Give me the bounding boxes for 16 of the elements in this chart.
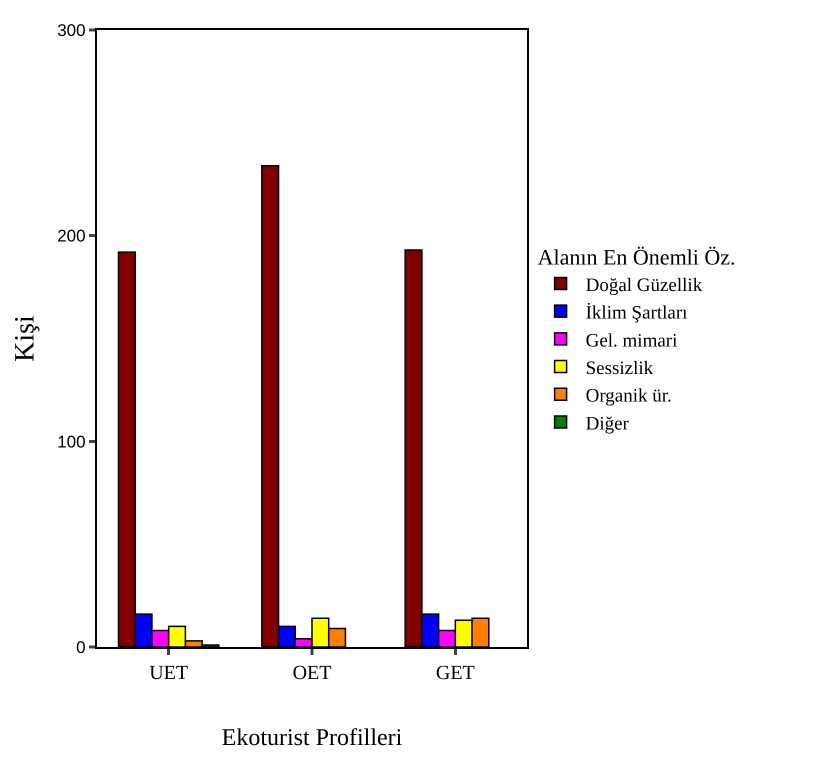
legend-label: Diğer: [586, 413, 630, 434]
x-tick-label: OET: [292, 662, 332, 684]
legend-label: Doğal Güzellik: [586, 274, 703, 296]
x-tick-label: GET: [436, 662, 475, 684]
legend-label: İklim Şartları: [586, 302, 688, 324]
y-tick-label: 200: [57, 226, 86, 246]
x-tick-label: UET: [149, 662, 188, 684]
y-axis-title: Kişi: [9, 314, 40, 362]
legend-title: Alanın En Önemli Öz.: [538, 244, 736, 270]
legend-label: Sessizlik: [586, 358, 654, 379]
x-axis-title: Ekoturist Profilleri: [222, 724, 403, 751]
y-tick-label: 100: [57, 432, 86, 452]
legend-label: Organik ür.: [586, 386, 672, 407]
y-tick-label: 300: [57, 20, 86, 40]
y-tick-label: 0: [76, 638, 86, 657]
legend-label: Gel. mimari: [586, 330, 678, 352]
